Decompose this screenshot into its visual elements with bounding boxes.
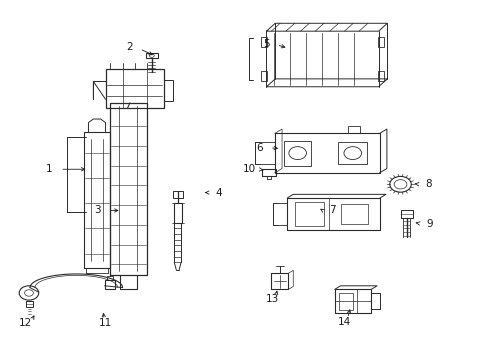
Text: 9: 9 — [426, 219, 432, 229]
Text: 11: 11 — [99, 319, 112, 328]
Bar — [284, 140, 311, 166]
Bar — [26, 301, 33, 307]
Text: 6: 6 — [255, 143, 262, 153]
Text: 1: 1 — [46, 164, 53, 174]
Text: 10: 10 — [243, 164, 255, 174]
Text: 8: 8 — [425, 179, 431, 189]
Bar — [146, 53, 158, 58]
Text: 12: 12 — [19, 319, 32, 328]
Bar — [337, 142, 366, 164]
Text: 2: 2 — [126, 42, 133, 52]
Bar — [340, 204, 367, 224]
Bar — [377, 37, 384, 47]
Text: 7: 7 — [328, 206, 335, 216]
Bar — [377, 71, 384, 81]
Bar — [338, 293, 352, 310]
Bar — [260, 71, 267, 81]
Bar — [105, 69, 163, 108]
Bar — [107, 276, 113, 280]
Text: 3: 3 — [94, 206, 101, 216]
Text: 13: 13 — [265, 294, 279, 304]
Bar — [104, 280, 115, 289]
Bar — [163, 80, 172, 101]
Bar — [172, 192, 182, 198]
Bar — [294, 202, 324, 226]
Bar — [260, 37, 267, 47]
Bar — [262, 168, 275, 176]
Bar — [334, 289, 370, 313]
Bar — [347, 126, 359, 134]
Text: 5: 5 — [263, 39, 269, 49]
Text: 4: 4 — [215, 188, 222, 198]
Bar — [173, 203, 181, 223]
Text: 14: 14 — [337, 317, 350, 327]
